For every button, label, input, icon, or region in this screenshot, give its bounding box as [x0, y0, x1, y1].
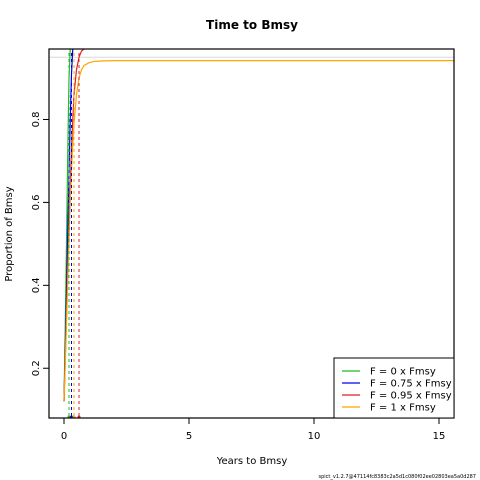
x-tick-label: 15 [433, 431, 446, 442]
legend-label-4: F = 1 x Fmsy [370, 403, 436, 414]
version-footnote: spict_v1.2.7@47114fc8383c2a5d1c080f02ee0… [319, 474, 477, 480]
y-tick-label: 0.2 [31, 360, 42, 376]
legend-label-1: F = 0 x Fmsy [370, 367, 436, 378]
x-tick-label: 10 [308, 431, 321, 442]
y-axis-label: Proportion of Bmsy [4, 186, 15, 281]
plot-frame [48, 48, 455, 419]
y-tick-label: 0.6 [31, 194, 42, 210]
legend-label-2: F = 0.75 x Fmsy [370, 379, 452, 390]
x-tick-label: 0 [61, 431, 67, 442]
chart-title: Time to Bmsy [206, 18, 298, 32]
y-tick-label: 0.8 [31, 112, 42, 128]
legend-box [333, 357, 455, 419]
x-axis-label: Years to Bmsy [216, 456, 288, 467]
legend-label-3: F = 0.95 x Fmsy [370, 391, 452, 402]
y-tick-label: 0.4 [31, 277, 42, 293]
x-tick-label: 5 [186, 431, 192, 442]
series-line-4 [63, 60, 454, 402]
